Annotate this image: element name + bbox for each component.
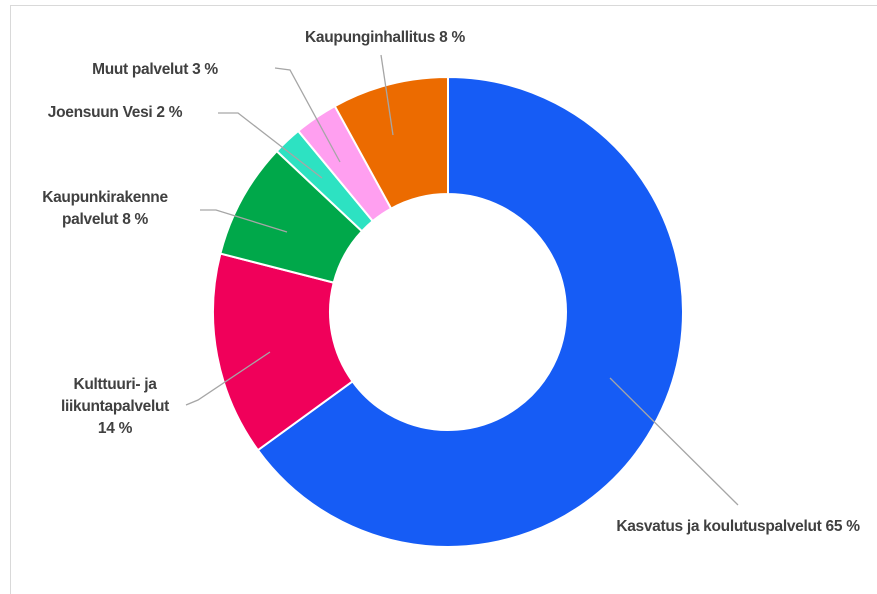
slice-value: 8 % — [122, 211, 148, 228]
donut-slice — [333, 75, 449, 210]
chart-frame — [10, 5, 877, 594]
slice-name: Muut palvelut — [92, 61, 189, 78]
slice-value: 14 % — [97, 420, 133, 437]
slice-value: 8 % — [439, 29, 465, 46]
slice-name: Kaupunginhallitus — [305, 29, 436, 46]
slice-label: Kaupunginhallitus 8 % — [275, 27, 495, 49]
slice-label: Muut palvelut 3 % — [55, 59, 255, 81]
slice-name: Kulttuuri- ja liikuntapalvelut — [60, 376, 170, 415]
leader-line — [200, 209, 288, 233]
slices — [212, 75, 684, 548]
leader-line — [218, 112, 323, 179]
leader-line — [185, 351, 271, 406]
slice-label: Joensuun Vesi 2 % — [15, 102, 215, 124]
slice-label: Kasvatus ja koulutuspalvelut 65 % — [601, 516, 876, 538]
leader-line — [380, 54, 394, 136]
leader-line — [274, 67, 341, 163]
slice-name: Kasvatus ja koulutuspalvelut — [616, 518, 822, 535]
slice-value: 3 % — [192, 61, 218, 78]
slice-value: 65 % — [825, 518, 860, 535]
slice-name: Kaupunkirakenne palvelut — [42, 189, 168, 228]
donut-slice — [212, 252, 354, 452]
leader-line — [609, 377, 739, 506]
slice-name: Joensuun Vesi — [47, 104, 153, 121]
donut-slice — [256, 75, 684, 548]
slice-value: 2 % — [156, 104, 183, 121]
slice-label: Kulttuuri- ja liikuntapalvelut 14 % — [53, 374, 178, 440]
slice-label: Kaupunkirakenne palvelut 8 % — [25, 187, 185, 231]
